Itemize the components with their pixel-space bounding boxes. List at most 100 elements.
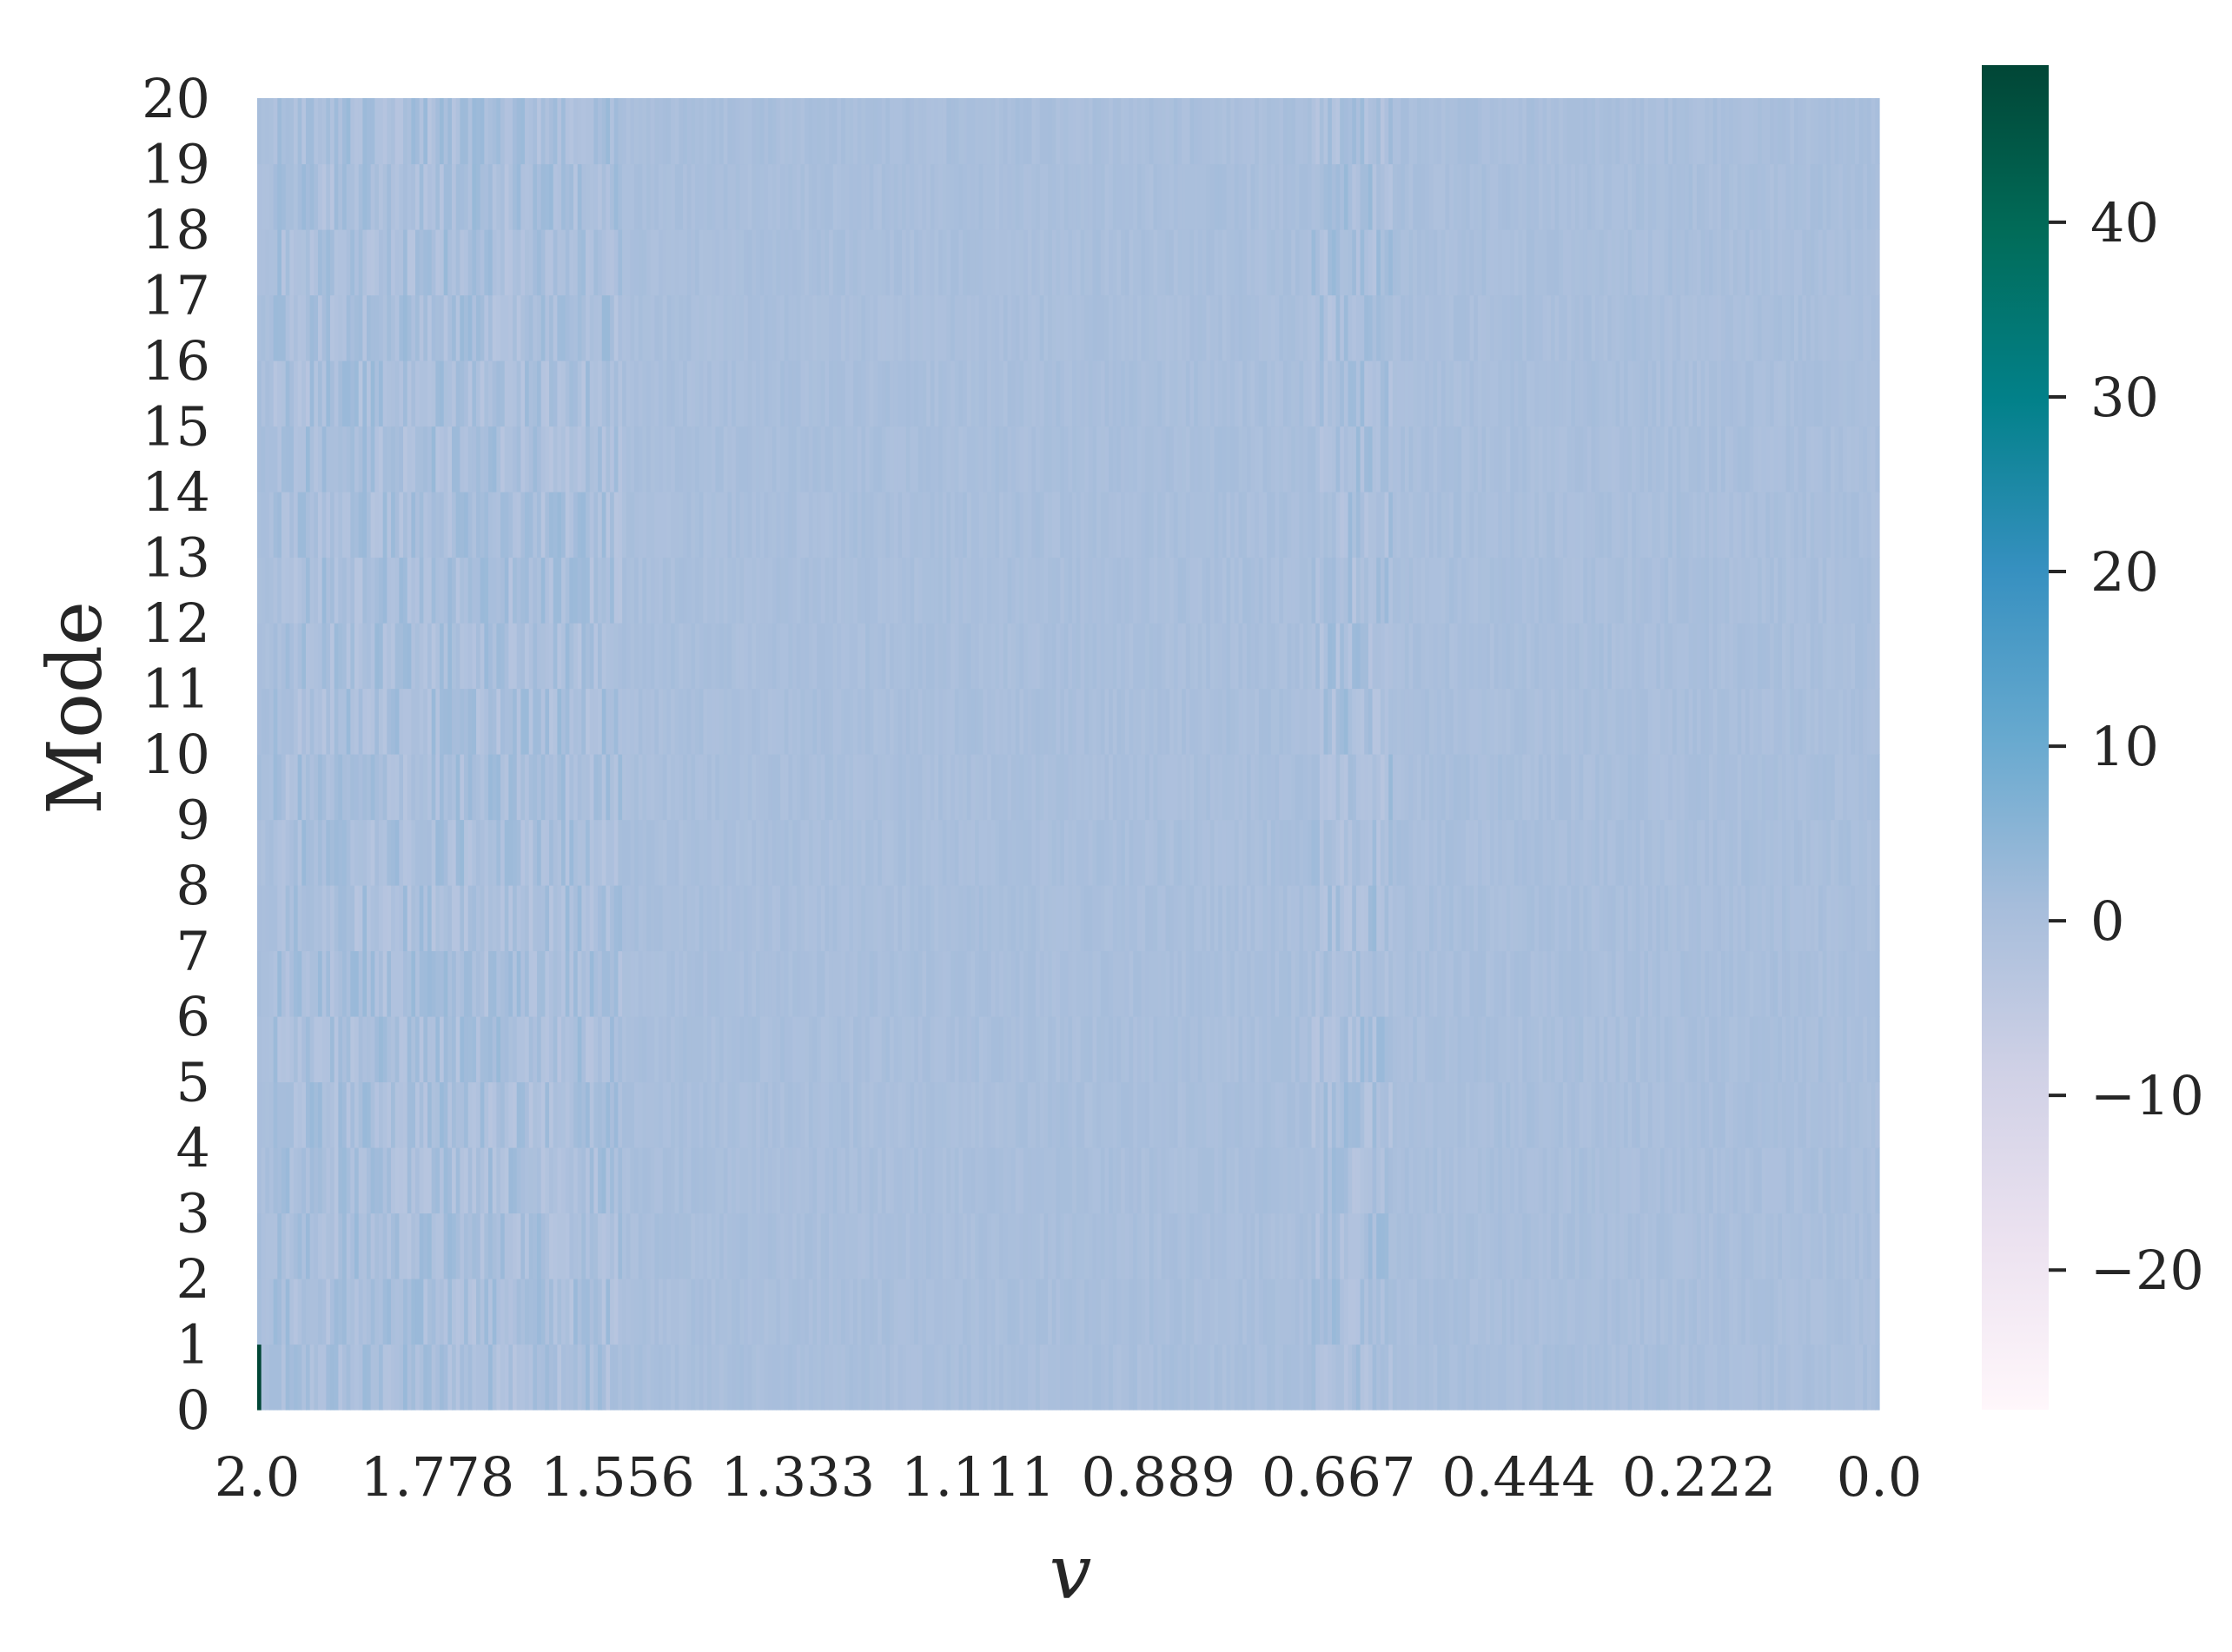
heatmap-cell — [1141, 819, 1146, 886]
heatmap-cell — [1027, 950, 1033, 1017]
heatmap-cell — [273, 885, 278, 952]
heatmap-cell — [598, 1147, 603, 1214]
heatmap-cell — [342, 885, 348, 952]
heatmap-cell — [573, 819, 579, 886]
heatmap-cell — [1023, 1147, 1029, 1214]
heatmap-cell — [917, 950, 924, 1017]
heatmap-cell — [500, 819, 506, 886]
heatmap-cell — [257, 1213, 262, 1279]
heatmap-cell — [1331, 1081, 1337, 1148]
heatmap-cell — [520, 1344, 526, 1411]
heatmap-cell — [1761, 1016, 1766, 1083]
heatmap-cell — [492, 623, 497, 690]
heatmap-cell — [930, 623, 936, 690]
heatmap-cell — [1287, 1344, 1292, 1411]
heatmap-cell — [1331, 819, 1337, 886]
heatmap-cell — [1157, 1081, 1162, 1148]
heatmap-cell — [447, 1279, 453, 1345]
heatmap-cell — [1384, 688, 1389, 755]
heatmap-cell — [1627, 754, 1633, 821]
heatmap-cell — [480, 1279, 485, 1345]
heatmap-cell — [634, 754, 639, 821]
heatmap-cell — [954, 950, 960, 1017]
heatmap-cell — [1684, 1081, 1690, 1148]
heatmap-cell — [407, 623, 412, 690]
heatmap-cell — [1749, 1147, 1754, 1214]
heatmap-cell — [788, 1279, 793, 1345]
heatmap-cell — [273, 1081, 278, 1148]
heatmap-cell — [1084, 754, 1090, 821]
heatmap-cell — [1513, 1213, 1520, 1279]
heatmap-cell — [1830, 950, 1836, 1017]
heatmap-cell — [1680, 1213, 1686, 1279]
heatmap-cell — [634, 623, 639, 690]
heatmap-cell — [983, 1279, 988, 1345]
heatmap-cell — [1039, 557, 1045, 624]
heatmap-cell — [902, 950, 907, 1017]
heatmap-cell — [435, 1279, 440, 1345]
heatmap-cell — [1404, 1147, 1410, 1214]
heatmap-cell — [1542, 623, 1547, 690]
heatmap-cell — [825, 754, 830, 821]
heatmap-cell — [1242, 1147, 1248, 1214]
heatmap-cell — [1554, 623, 1560, 690]
heatmap-cell — [780, 885, 785, 952]
heatmap-cell — [841, 1147, 846, 1214]
heatmap-cell — [1149, 1213, 1155, 1279]
heatmap-cell — [1627, 1279, 1633, 1345]
heatmap-cell — [354, 623, 360, 690]
heatmap-cell — [1858, 950, 1864, 1017]
heatmap-cell — [289, 950, 295, 1017]
heatmap-cell — [934, 1213, 939, 1279]
heatmap-cell — [1474, 1081, 1479, 1148]
heatmap-cell — [1445, 1213, 1450, 1279]
heatmap-cell — [358, 1213, 363, 1279]
heatmap-cell — [1769, 1213, 1775, 1279]
heatmap-cell — [926, 1147, 931, 1214]
heatmap-cell — [480, 1016, 485, 1083]
heatmap-cell — [1623, 1081, 1629, 1148]
heatmap-cell — [1830, 754, 1836, 821]
heatmap-cell — [881, 1213, 887, 1279]
heatmap-cell — [1538, 1016, 1544, 1083]
heatmap-cell — [403, 950, 408, 1017]
heatmap-cell — [447, 1147, 453, 1214]
heatmap-cell — [1401, 885, 1406, 952]
heatmap-cell — [1258, 950, 1264, 1017]
heatmap-cell — [285, 1279, 290, 1345]
heatmap-cell — [557, 1016, 562, 1083]
heatmap-cell — [1003, 1344, 1009, 1411]
heatmap-cell — [642, 1213, 647, 1279]
heatmap-cell — [261, 688, 266, 755]
heatmap-cell — [455, 623, 460, 690]
heatmap-cell — [934, 819, 939, 886]
heatmap-cell — [407, 688, 412, 755]
heatmap-cell — [1846, 1213, 1851, 1279]
heatmap-cell — [666, 1213, 672, 1279]
heatmap-cell — [269, 1213, 275, 1279]
heatmap-cell — [1732, 1279, 1739, 1345]
heatmap-cell — [1619, 1279, 1625, 1345]
heatmap-cell — [1559, 1016, 1564, 1083]
heatmap-cell — [1571, 1279, 1576, 1345]
heatmap-cell — [1109, 819, 1114, 886]
heatmap-cell — [1392, 1016, 1398, 1083]
heatmap-cell — [309, 1344, 315, 1411]
heatmap-cell — [391, 950, 396, 1017]
heatmap-cell — [1790, 623, 1795, 690]
heatmap-cell — [739, 1344, 745, 1411]
heatmap-cell — [1421, 885, 1426, 952]
heatmap-cell — [1048, 819, 1053, 886]
heatmap-cell — [1506, 1213, 1511, 1279]
heatmap-cell — [1011, 1081, 1017, 1148]
heatmap-cell — [533, 1016, 538, 1083]
heatmap-cell — [844, 1081, 851, 1148]
heatmap-cell — [435, 1213, 440, 1279]
heatmap-cell — [926, 1279, 931, 1345]
heatmap-cell — [342, 1344, 348, 1411]
heatmap-cell — [1048, 1279, 1053, 1345]
heatmap-cell — [257, 1344, 262, 1411]
heatmap-cell — [1343, 950, 1349, 1017]
heatmap-cell — [1798, 1344, 1803, 1411]
heatmap-cell — [427, 1279, 433, 1345]
